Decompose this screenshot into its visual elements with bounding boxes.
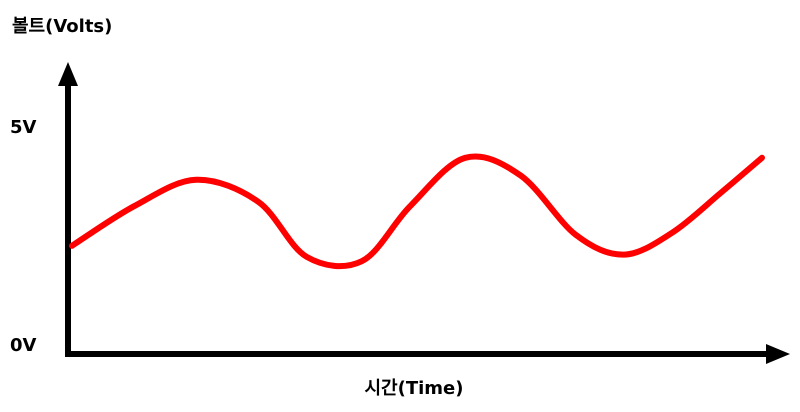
series-line-voltage xyxy=(69,153,765,270)
y-axis-arrow xyxy=(58,62,78,86)
y-axis-label: 볼트(Volts) xyxy=(12,16,112,37)
x-axis-arrow xyxy=(766,344,790,364)
y-tick-label-5v: 5V xyxy=(10,117,37,138)
y-tick-label-0v: 0V xyxy=(10,335,37,356)
x-axis-label: 시간(Time) xyxy=(365,378,464,399)
